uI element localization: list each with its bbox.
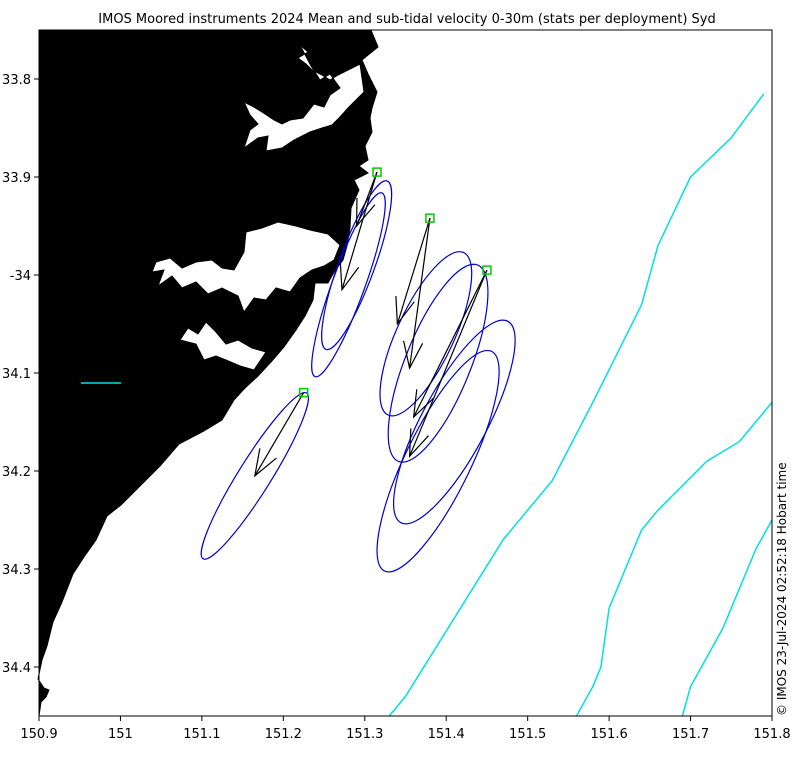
deployment-label: SYD100 149d	[81, 123, 169, 138]
velocity-arrow	[409, 269, 488, 457]
velocity-arrow-head	[253, 448, 277, 478]
y-tick-label: 34.3	[2, 563, 31, 578]
deployment-label: ORS065 72d	[81, 165, 162, 180]
x-tick-label: 150.9	[20, 727, 57, 742]
mooring-marker	[372, 167, 382, 177]
variance-ellipse	[321, 180, 393, 351]
velocity-arrow	[341, 171, 378, 290]
y-tick-label: 34.1	[2, 367, 31, 382]
y-tick-label: -34	[10, 269, 31, 284]
variance-ellipse	[392, 319, 516, 525]
plot-area: 20cm/s 483 device-days SYD100 149d SYD14…	[37, 29, 773, 717]
isobaths	[388, 93, 773, 717]
coastline-land	[37, 29, 379, 717]
variance-ellipse	[200, 391, 310, 560]
bathymetry-legend-label: 200 1000 2000m	[81, 368, 193, 383]
mooring-markers	[298, 167, 492, 398]
x-tick-label: 151	[108, 727, 133, 742]
estuary-middle	[151, 221, 341, 314]
isobath-2000	[681, 519, 773, 717]
chart-title: IMOS Moored instruments 2024 Mean and su…	[98, 12, 715, 27]
velocity-arrow-head	[403, 340, 424, 370]
velocity-arrow	[356, 171, 378, 227]
isobath-200	[388, 93, 765, 717]
velocity-arrow	[413, 269, 488, 418]
variance-ellipses	[200, 180, 516, 573]
mooring-marker	[425, 213, 435, 223]
velocity-arrow-head	[408, 428, 429, 458]
scale-arrow-label: 20cm/s	[81, 73, 129, 88]
velocity-arrow-head	[356, 197, 376, 228]
variance-ellipse	[376, 349, 500, 573]
y-tick-label: 33.9	[2, 171, 31, 186]
variance-ellipse	[387, 263, 489, 463]
scale-arrow-head	[131, 81, 158, 97]
device-days-label: 483 device-days	[81, 98, 188, 113]
x-tick-label: 151.4	[428, 727, 465, 742]
y-tick-label: 33.8	[2, 73, 31, 88]
velocity-arrow	[408, 218, 431, 369]
x-tick-label: 151.6	[591, 727, 628, 742]
estuary-north	[242, 44, 365, 152]
variance-ellipse	[311, 192, 386, 378]
variance-ellipse	[379, 251, 473, 417]
estuary-south	[179, 321, 267, 371]
legend: 20cm/s 483 device-days SYD100 149d SYD14…	[81, 73, 193, 384]
velocity-arrow	[254, 392, 305, 477]
velocity-arrow	[396, 217, 431, 325]
x-tick-label: 151.1	[183, 727, 220, 742]
mooring-marker	[482, 265, 492, 275]
isobath-1000	[575, 401, 773, 717]
x-tick-label: 151.5	[509, 727, 546, 742]
x-axis: 150.9 151 151.1 151.2 151.3 151.4 151.5 151.6 15…	[20, 716, 791, 742]
deployment-label: SYD140 149d	[81, 137, 169, 152]
y-tick-label: 34.4	[2, 661, 31, 676]
y-axis: 33.8 33.9 -34 34.1 34.2 34.3 34.4	[2, 73, 39, 676]
velocity-arrow-head	[412, 389, 435, 419]
x-tick-label: 151.3	[346, 727, 383, 742]
velocity-arrow-head	[339, 261, 360, 292]
velocity-arrow-head	[395, 296, 415, 326]
x-tick-label: 151.2	[265, 727, 302, 742]
estuaries	[151, 44, 365, 371]
mooring-marker	[298, 387, 309, 398]
deployment-label: PH100 113d	[81, 151, 161, 166]
x-tick-label: 151.8	[753, 727, 790, 742]
timestamp-label: © IMOS 23-Jul-2024 02:52:18 Hobart time	[775, 462, 789, 716]
x-tick-label: 151.7	[672, 727, 709, 742]
y-tick-label: 34.2	[2, 465, 31, 480]
velocity-arrows	[253, 171, 488, 478]
